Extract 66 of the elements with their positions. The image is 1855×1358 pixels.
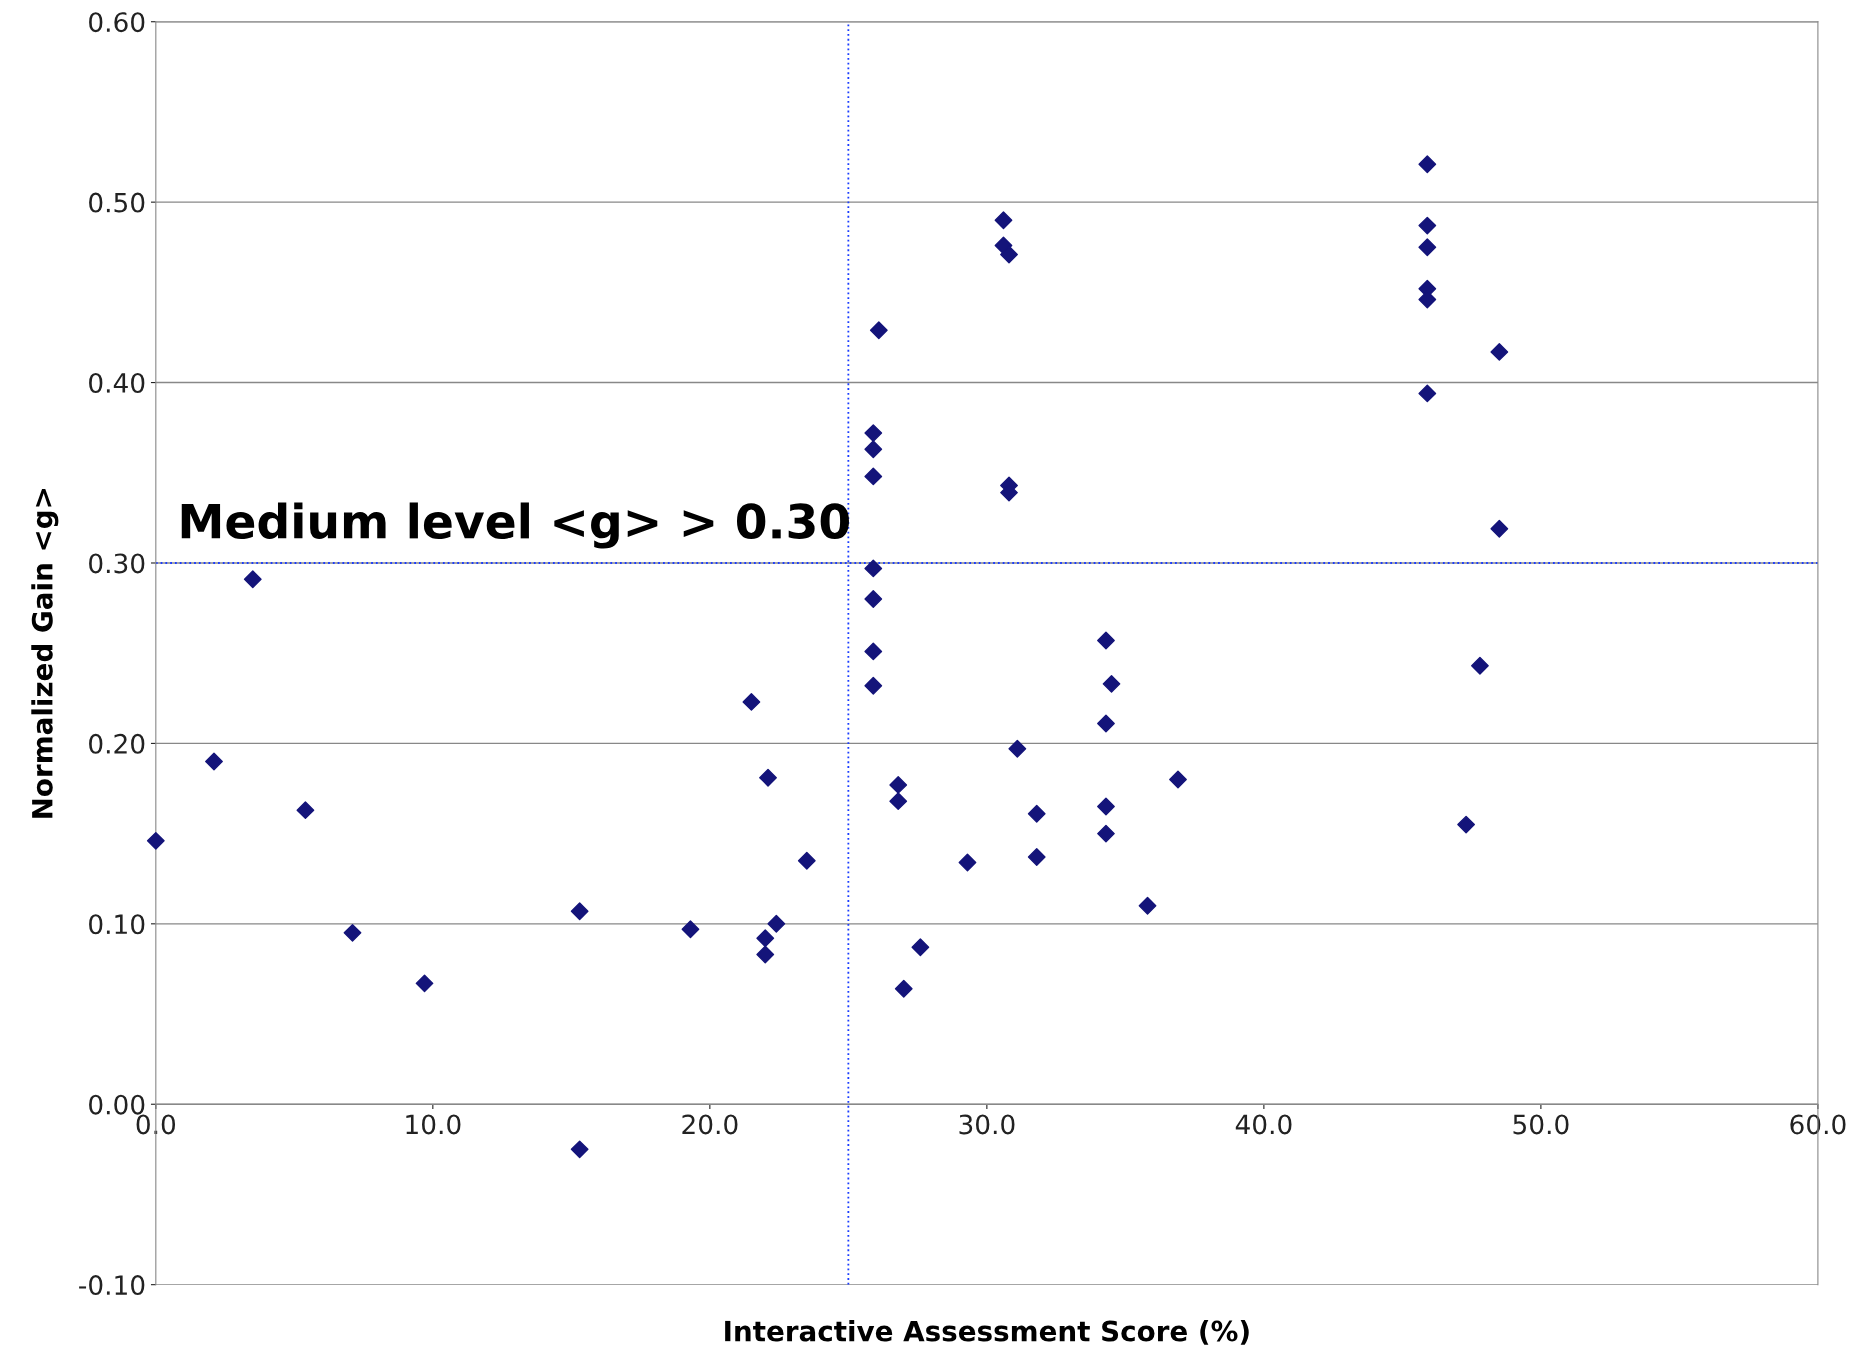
point (1000, 245, 1018, 264)
point (415, 974, 434, 993)
point (1418, 384, 1437, 403)
point (1457, 815, 1476, 834)
point (756, 929, 775, 948)
point (1027, 848, 1046, 866)
point (1418, 155, 1437, 174)
point (889, 775, 908, 794)
point (869, 321, 888, 340)
point (1418, 216, 1437, 235)
y-tick-label: 0.60 (89, 12, 145, 33)
y-tick-label: 0.20 (89, 733, 145, 754)
point (911, 938, 930, 957)
point (864, 676, 883, 695)
x-tick-label: 60.0 (1790, 1114, 1846, 1135)
point (296, 801, 315, 820)
y-tick-label: -0.10 (79, 1275, 145, 1296)
point (1169, 770, 1187, 789)
x-tick-label: 40.0 (1235, 1114, 1292, 1135)
point (146, 831, 165, 850)
y-tick-label: 0.40 (89, 373, 145, 393)
x-tick-label: 30.0 (959, 1114, 1015, 1135)
point (756, 945, 775, 964)
point (1138, 896, 1157, 915)
y-tick-label: 0.10 (89, 914, 145, 935)
point (797, 851, 816, 870)
point (864, 424, 883, 442)
x-tick-label: 10.0 (406, 1114, 461, 1135)
point (994, 211, 1013, 230)
point (205, 752, 223, 771)
point (864, 559, 883, 578)
y-tick-label: 0.50 (89, 192, 145, 213)
point (742, 692, 761, 711)
point (1097, 714, 1115, 733)
x-tick-label: 20.0 (682, 1114, 738, 1135)
point (570, 1140, 589, 1159)
y-tick-label: 0.30 (89, 553, 145, 574)
point (243, 570, 262, 589)
x-tick-label: 50.0 (1513, 1114, 1569, 1135)
point (1471, 656, 1489, 675)
point (894, 979, 913, 998)
point (1097, 797, 1115, 816)
point (1102, 674, 1121, 693)
point (1097, 824, 1115, 843)
point (889, 792, 908, 811)
y-tick-label: 0.00 (89, 1094, 145, 1115)
point (864, 440, 883, 459)
point (1490, 519, 1509, 538)
x-axis-title: Interactive Assessment Score (%) (725, 1320, 1249, 1345)
point (1418, 238, 1437, 257)
ref-line-label: Medium level <g> > 0.30 (181, 502, 849, 549)
point (1097, 631, 1115, 650)
point (958, 853, 977, 872)
x-tick-label: 0.0 (136, 1114, 176, 1135)
point (767, 914, 786, 933)
point (1008, 739, 1027, 758)
y-axis-title: Normalized Gain <g> (31, 489, 59, 818)
point (864, 590, 883, 608)
point (1490, 342, 1509, 361)
point (864, 467, 883, 486)
point (681, 920, 700, 939)
point (570, 902, 589, 921)
point (343, 923, 362, 942)
point (1027, 804, 1046, 823)
point (759, 768, 777, 787)
point (864, 642, 883, 661)
